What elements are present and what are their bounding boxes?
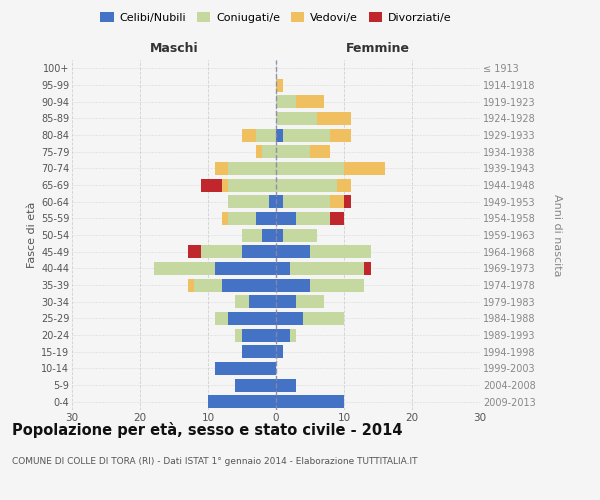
Bar <box>154 262 215 275</box>
Bar <box>276 112 317 125</box>
Bar <box>242 128 256 141</box>
Bar <box>283 195 331 208</box>
Bar <box>276 95 296 108</box>
Bar <box>276 78 283 92</box>
Bar <box>283 128 331 141</box>
Bar <box>276 262 290 275</box>
Bar <box>276 395 344 408</box>
Bar <box>215 362 276 375</box>
Bar <box>229 178 276 192</box>
Bar <box>229 162 276 175</box>
Bar <box>310 278 364 291</box>
Bar <box>242 228 262 241</box>
Bar <box>262 228 276 241</box>
Bar <box>276 378 296 392</box>
Bar <box>235 378 276 392</box>
Bar <box>344 195 351 208</box>
Bar <box>310 145 331 158</box>
Bar <box>331 128 351 141</box>
Bar <box>283 228 317 241</box>
Bar <box>276 312 303 325</box>
Bar <box>317 112 351 125</box>
Bar <box>188 245 201 258</box>
Bar <box>276 162 344 175</box>
Bar <box>290 262 364 275</box>
Bar <box>276 195 283 208</box>
Bar <box>229 312 276 325</box>
Bar <box>242 328 276 342</box>
Bar <box>229 195 269 208</box>
Bar <box>188 278 194 291</box>
Bar <box>235 295 249 308</box>
Bar <box>221 278 276 291</box>
Bar <box>296 95 323 108</box>
Legend: Celibi/Nubili, Coniugati/e, Vedovi/e, Divorziati/e: Celibi/Nubili, Coniugati/e, Vedovi/e, Di… <box>96 8 456 28</box>
Bar <box>256 212 276 225</box>
Y-axis label: Fasce di età: Fasce di età <box>26 202 37 268</box>
Bar <box>235 328 242 342</box>
Bar <box>290 328 296 342</box>
Bar <box>276 145 310 158</box>
Bar <box>276 178 337 192</box>
Bar <box>337 178 351 192</box>
Bar <box>208 395 276 408</box>
Bar <box>194 278 221 291</box>
Bar <box>296 295 323 308</box>
Bar <box>256 145 262 158</box>
Text: Popolazione per età, sesso e stato civile - 2014: Popolazione per età, sesso e stato civil… <box>12 422 403 438</box>
Bar <box>276 328 290 342</box>
Y-axis label: Anni di nascita: Anni di nascita <box>552 194 562 276</box>
Bar <box>296 212 331 225</box>
Bar <box>201 178 221 192</box>
Bar <box>331 212 344 225</box>
Bar <box>303 312 344 325</box>
Bar <box>221 212 229 225</box>
Bar <box>276 128 283 141</box>
Bar <box>364 262 371 275</box>
Bar <box>221 178 229 192</box>
Bar <box>310 245 371 258</box>
Bar <box>276 345 283 358</box>
Bar <box>262 145 276 158</box>
Bar <box>276 245 310 258</box>
Bar <box>276 212 296 225</box>
Bar <box>215 312 229 325</box>
Bar <box>276 278 310 291</box>
Bar <box>276 228 283 241</box>
Bar <box>256 128 276 141</box>
Bar <box>276 295 296 308</box>
Text: COMUNE DI COLLE DI TORA (RI) - Dati ISTAT 1° gennaio 2014 - Elaborazione TUTTITA: COMUNE DI COLLE DI TORA (RI) - Dati ISTA… <box>12 458 418 466</box>
Bar <box>201 245 242 258</box>
Text: Femmine: Femmine <box>346 42 410 55</box>
Bar <box>242 245 276 258</box>
Text: Maschi: Maschi <box>149 42 199 55</box>
Bar <box>331 195 344 208</box>
Bar <box>229 212 256 225</box>
Bar <box>344 162 385 175</box>
Bar <box>249 295 276 308</box>
Bar <box>215 162 229 175</box>
Bar <box>242 345 276 358</box>
Bar <box>269 195 276 208</box>
Bar <box>215 262 276 275</box>
